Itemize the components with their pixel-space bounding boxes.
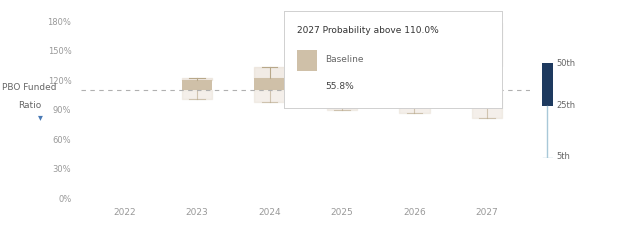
Text: ▾: ▾ [38, 112, 43, 122]
Text: 55.8%: 55.8% [326, 82, 354, 91]
Bar [255, 78, 285, 90]
Text: 25th: 25th [557, 101, 576, 110]
Bar [399, 71, 430, 92]
Bar [182, 80, 212, 90]
Text: Ratio: Ratio [18, 101, 41, 110]
Bar [472, 65, 502, 92]
Text: PBO Funded: PBO Funded [2, 83, 57, 92]
Text: Baseline: Baseline [326, 55, 364, 64]
Text: 2027 Probability above 110.0%: 2027 Probability above 110.0% [297, 26, 439, 35]
Bar [327, 74, 357, 92]
Bar [297, 50, 316, 71]
Text: 5th: 5th [557, 152, 570, 161]
Bar [542, 63, 553, 106]
Text: 50th: 50th [557, 59, 576, 68]
